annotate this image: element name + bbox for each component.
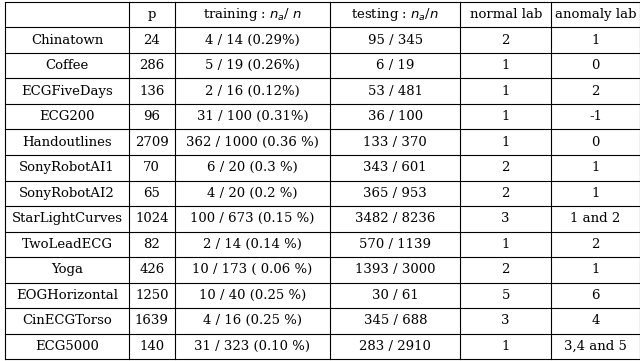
Text: 1: 1 [591, 263, 600, 277]
Text: EOGHorizontal: EOGHorizontal [16, 289, 118, 302]
Text: SonyRobotAI1: SonyRobotAI1 [19, 161, 115, 174]
Text: 3,4 and 5: 3,4 and 5 [564, 340, 627, 353]
Text: 2 / 14 (0.14 %): 2 / 14 (0.14 %) [203, 238, 302, 251]
Text: 343 / 601: 343 / 601 [364, 161, 427, 174]
Text: 2: 2 [502, 263, 510, 277]
Text: 133 / 370: 133 / 370 [364, 136, 427, 149]
Text: 2: 2 [591, 84, 600, 98]
Text: 2: 2 [591, 238, 600, 251]
Text: 2: 2 [502, 34, 510, 47]
Text: 24: 24 [143, 34, 160, 47]
Text: 1: 1 [502, 110, 510, 123]
Text: training : $n_a$/ $n$: training : $n_a$/ $n$ [203, 6, 302, 23]
Text: 10 / 173 ( 0.06 %): 10 / 173 ( 0.06 %) [192, 263, 312, 277]
Text: 1: 1 [502, 84, 510, 98]
Text: Coffee: Coffee [45, 59, 89, 72]
Text: 1: 1 [591, 161, 600, 174]
Text: 345 / 688: 345 / 688 [364, 314, 427, 327]
Text: 5: 5 [502, 289, 510, 302]
Text: 2709: 2709 [135, 136, 169, 149]
Text: 1: 1 [502, 59, 510, 72]
Text: 0: 0 [591, 59, 600, 72]
Text: 96: 96 [143, 110, 160, 123]
Text: 136: 136 [139, 84, 164, 98]
Text: 1: 1 [591, 187, 600, 200]
Text: 286: 286 [139, 59, 164, 72]
Text: 570 / 1139: 570 / 1139 [359, 238, 431, 251]
Text: 365 / 953: 365 / 953 [364, 187, 427, 200]
Text: normal lab: normal lab [470, 8, 542, 21]
Text: 1: 1 [502, 238, 510, 251]
Text: anomaly lab: anomaly lab [555, 8, 636, 21]
Text: ECGFiveDays: ECGFiveDays [21, 84, 113, 98]
Text: StarLightCurves: StarLightCurves [12, 212, 122, 225]
Text: 5 / 19 (0.26%): 5 / 19 (0.26%) [205, 59, 300, 72]
Text: 3: 3 [502, 212, 510, 225]
Text: 0: 0 [591, 136, 600, 149]
Text: Yoga: Yoga [51, 263, 83, 277]
Text: 53 / 481: 53 / 481 [368, 84, 423, 98]
Text: 6: 6 [591, 289, 600, 302]
Text: 6 / 20 (0.3 %): 6 / 20 (0.3 %) [207, 161, 298, 174]
Text: 31 / 323 (0.10 %): 31 / 323 (0.10 %) [195, 340, 310, 353]
Text: 4: 4 [591, 314, 600, 327]
Text: 283 / 2910: 283 / 2910 [359, 340, 431, 353]
Text: p: p [148, 8, 156, 21]
Text: 3: 3 [502, 314, 510, 327]
Text: 362 / 1000 (0.36 %): 362 / 1000 (0.36 %) [186, 136, 319, 149]
Text: 140: 140 [140, 340, 164, 353]
Text: 36 / 100: 36 / 100 [368, 110, 423, 123]
Text: testing : $n_a$/$n$: testing : $n_a$/$n$ [351, 6, 439, 23]
Text: 6 / 19: 6 / 19 [376, 59, 415, 72]
Text: 30 / 61: 30 / 61 [372, 289, 419, 302]
Text: ECG200: ECG200 [39, 110, 95, 123]
Text: ECG5000: ECG5000 [35, 340, 99, 353]
Text: 1639: 1639 [135, 314, 169, 327]
Text: 1 and 2: 1 and 2 [570, 212, 621, 225]
Text: 70: 70 [143, 161, 160, 174]
Text: 100 / 673 (0.15 %): 100 / 673 (0.15 %) [190, 212, 315, 225]
Text: 2: 2 [502, 187, 510, 200]
Text: Handoutlines: Handoutlines [22, 136, 112, 149]
Text: CinECGTorso: CinECGTorso [22, 314, 112, 327]
Text: 1: 1 [502, 136, 510, 149]
Text: 95 / 345: 95 / 345 [368, 34, 423, 47]
Text: 4 / 20 (0.2 %): 4 / 20 (0.2 %) [207, 187, 298, 200]
Text: 1250: 1250 [135, 289, 168, 302]
Text: 1: 1 [502, 340, 510, 353]
Text: 65: 65 [143, 187, 160, 200]
Text: 2 / 16 (0.12%): 2 / 16 (0.12%) [205, 84, 300, 98]
Text: Chinatown: Chinatown [31, 34, 103, 47]
Text: 10 / 40 (0.25 %): 10 / 40 (0.25 %) [199, 289, 306, 302]
Text: 31 / 100 (0.31%): 31 / 100 (0.31%) [196, 110, 308, 123]
Text: 1024: 1024 [135, 212, 168, 225]
Text: 1: 1 [591, 34, 600, 47]
Text: 2: 2 [502, 161, 510, 174]
Text: 426: 426 [139, 263, 164, 277]
Text: 3482 / 8236: 3482 / 8236 [355, 212, 435, 225]
Text: 82: 82 [143, 238, 160, 251]
Text: 4 / 16 (0.25 %): 4 / 16 (0.25 %) [203, 314, 302, 327]
Text: 1393 / 3000: 1393 / 3000 [355, 263, 435, 277]
Text: -1: -1 [589, 110, 602, 123]
Text: TwoLeadECG: TwoLeadECG [22, 238, 113, 251]
Text: 4 / 14 (0.29%): 4 / 14 (0.29%) [205, 34, 300, 47]
Text: SonyRobotAI2: SonyRobotAI2 [19, 187, 115, 200]
